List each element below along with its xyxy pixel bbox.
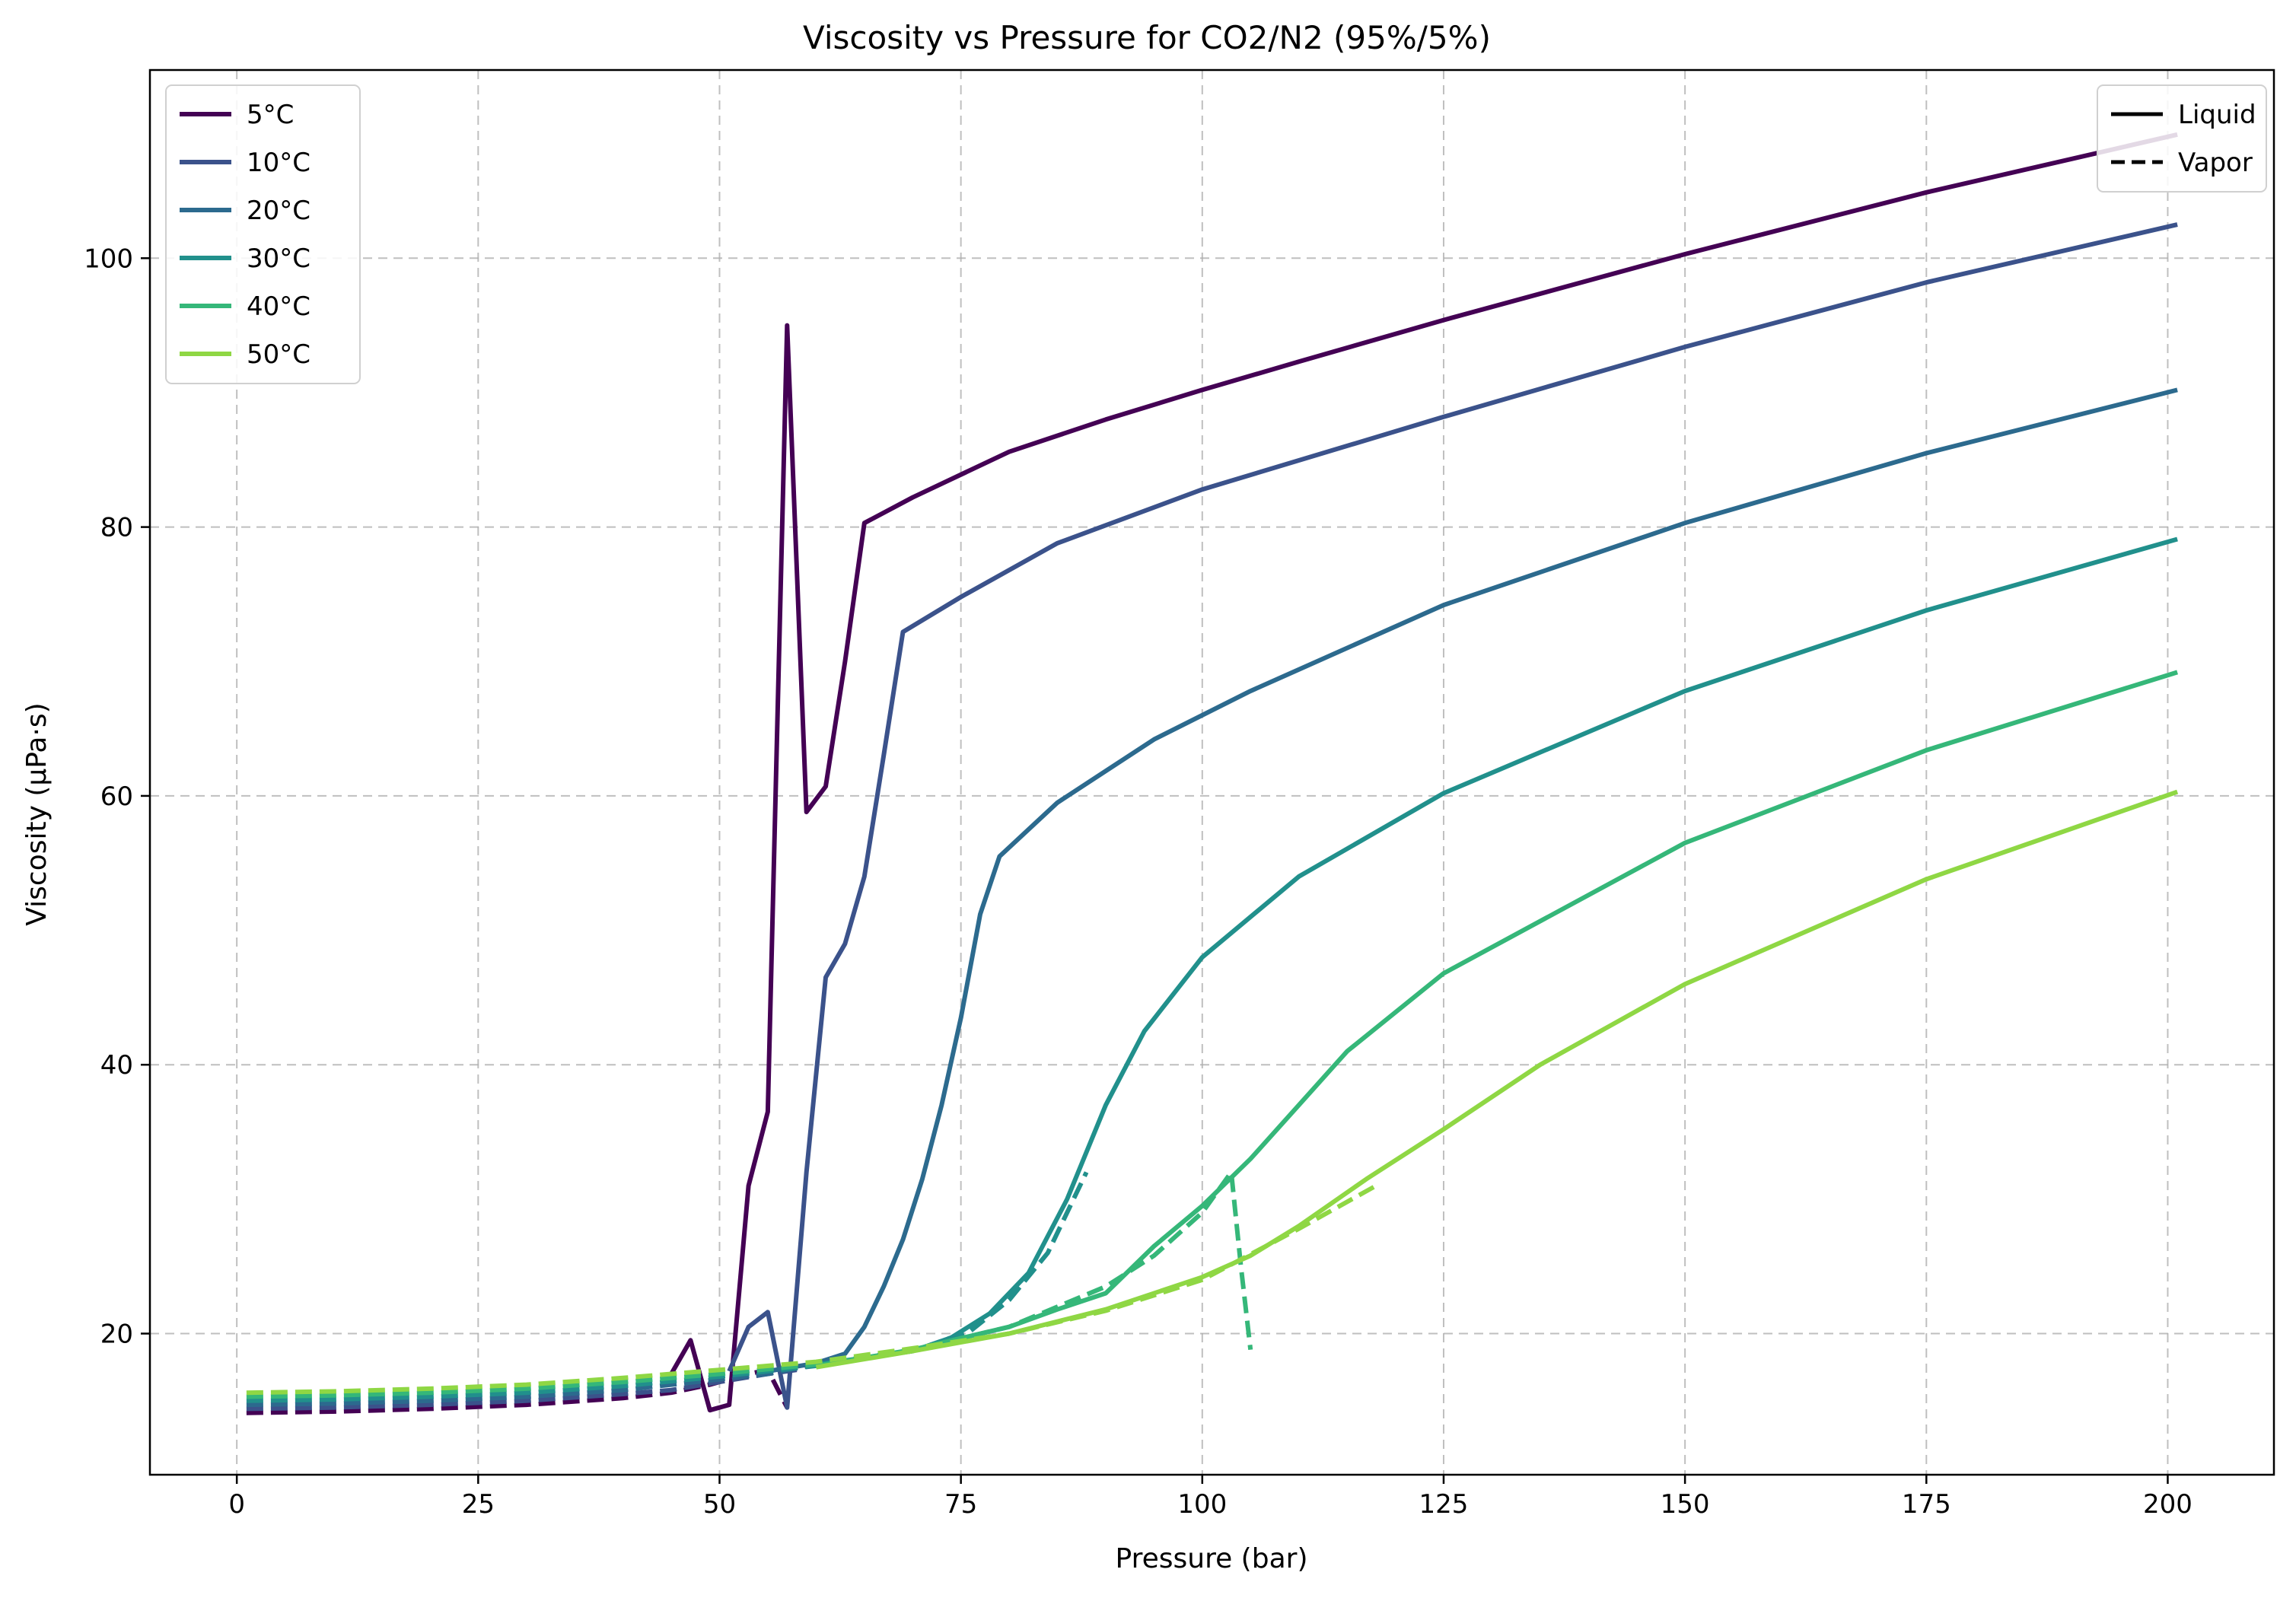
- y-tick-label: 100: [84, 244, 133, 274]
- series-1: [246, 222, 2178, 1412]
- style-legend-box: [2097, 84, 2267, 193]
- grid: [150, 70, 2274, 1475]
- legend-entry: 10°C: [247, 148, 310, 178]
- x-tick-label: 75: [944, 1489, 977, 1520]
- legend-entry: 40°C: [247, 291, 310, 322]
- liquid-line: [815, 789, 2179, 1370]
- y-tick-label: 60: [100, 781, 133, 812]
- series-lines: [246, 132, 2179, 1415]
- vapor-line: [246, 1367, 798, 1412]
- legend-style: Liquid Vapor: [2097, 84, 2267, 193]
- legend-entry: 50°C: [247, 339, 310, 370]
- style-legend-entry: Liquid: [2178, 100, 2256, 130]
- vapor-line: [246, 1183, 1377, 1396]
- vapor-line: [246, 1355, 846, 1408]
- plot-frame: [148, 68, 2275, 1476]
- y-tick-label: 20: [100, 1319, 133, 1350]
- legend-series: 5°C 10°C 20°C 30°C 40°C 50°C: [165, 84, 361, 384]
- x-tick-label: 100: [1177, 1489, 1227, 1520]
- series-2: [246, 387, 2178, 1408]
- ticks: 0 25 50 75 100 125 150 175 200 20 40 60 80 100: [84, 244, 2193, 1520]
- x-tick-label: 0: [228, 1489, 245, 1520]
- legend-entry: 30°C: [247, 244, 310, 274]
- x-tick-label: 150: [1661, 1489, 1710, 1520]
- legend-entry: 20°C: [247, 196, 310, 226]
- y-axis-label: Viscosity (μPa·s): [21, 702, 53, 925]
- liquid-line: [767, 387, 2178, 1374]
- x-tick-label: 25: [462, 1489, 495, 1520]
- x-tick-label: 175: [1902, 1489, 1951, 1520]
- x-tick-label: 200: [2143, 1489, 2193, 1520]
- chart-title: Viscosity vs Pressure for CO2/N2 (95%/5%…: [803, 19, 1491, 56]
- liquid-line: [727, 222, 2178, 1410]
- style-legend-entry: Vapor: [2178, 148, 2253, 178]
- x-tick-label: 50: [703, 1489, 736, 1520]
- y-tick-label: 40: [100, 1050, 133, 1081]
- x-tick-label: 125: [1419, 1489, 1469, 1520]
- series-5: [246, 789, 2179, 1396]
- x-axis-label: Pressure (bar): [1116, 1543, 1308, 1574]
- legend-entry: 5°C: [247, 100, 294, 130]
- y-tick-label: 80: [100, 513, 133, 543]
- liquid-line: [815, 670, 2178, 1368]
